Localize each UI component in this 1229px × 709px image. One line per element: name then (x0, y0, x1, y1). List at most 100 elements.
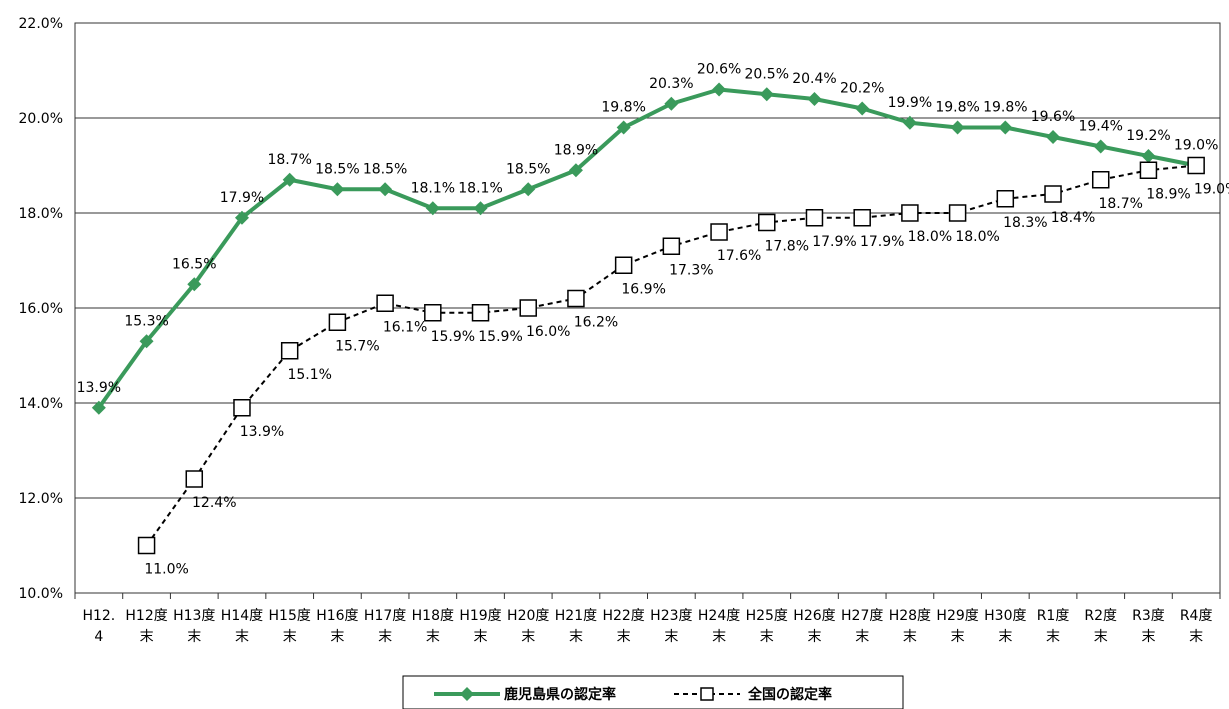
kagoshima-data-label: 16.5% (172, 256, 216, 272)
national-marker (567, 289, 585, 308)
national-data-label: 18.3% (1003, 215, 1047, 231)
national-marker (853, 209, 871, 227)
kagoshima-data-label: 20.4% (792, 71, 836, 87)
x-tick-label: R1度末 (1037, 608, 1070, 645)
national-marker (948, 204, 967, 222)
national-marker (805, 209, 824, 227)
y-tick-label: 20.0% (19, 111, 63, 127)
national-data-label: 17.6% (717, 248, 761, 264)
kagoshima-marker (759, 87, 774, 102)
national-data-label: 16.2% (574, 315, 618, 331)
kagoshima-marker (712, 82, 727, 97)
x-tick-label: H25度末 (746, 608, 788, 645)
kagoshima-marker (568, 163, 583, 178)
kagoshima-marker (807, 92, 822, 106)
national-data-label: 18.0% (955, 229, 999, 245)
x-tick-label: H15度末 (269, 608, 311, 645)
national-marker (280, 342, 299, 360)
x-tick-label: R4度末 (1180, 608, 1213, 645)
legend-label-national: 全国の認定率 (747, 686, 832, 703)
national-data-label: 16.1% (383, 319, 427, 335)
kagoshima-marker (330, 182, 345, 197)
y-tick-label: 18.0% (19, 206, 63, 222)
national-data-label: 16.0% (526, 324, 570, 340)
national-marker (710, 223, 728, 241)
national-marker (519, 299, 537, 317)
national-data-label: 15.9% (478, 329, 522, 345)
y-tick-label: 14.0% (19, 396, 63, 412)
x-tick-label: H26度末 (793, 608, 835, 645)
kagoshima-marker (616, 120, 631, 135)
y-tick-label: 16.0% (19, 301, 63, 317)
national-data-label: 16.9% (621, 281, 665, 297)
x-tick-label: H12. 4 (82, 608, 115, 645)
national-marker (185, 470, 204, 488)
y-tick-label: 22.0% (19, 16, 63, 32)
national-data-label: 15.9% (431, 329, 475, 345)
national-data-label: 17.8% (765, 239, 809, 255)
national-marker (758, 213, 776, 232)
national-marker (1139, 161, 1158, 179)
national-marker (1187, 156, 1205, 175)
national-marker (1044, 185, 1062, 203)
kagoshima-data-label: 18.5% (506, 161, 550, 177)
kagoshima-data-label: 19.4% (1078, 119, 1122, 135)
x-tick-label: H20度末 (507, 608, 549, 645)
kagoshima-data-label: 20.3% (649, 76, 693, 92)
y-axis-ticks: 10.0% 12.0% 14.0% 16.0% 18.0% 20.0% 22.0% (19, 16, 63, 602)
legend: 鹿児島県の認定率 全国の認定率 (402, 675, 904, 709)
kagoshima-marker (425, 201, 440, 216)
national-data-label: 18.4% (1051, 210, 1095, 226)
national-marker (1091, 171, 1110, 189)
kagoshima-data-label: 13.9% (77, 380, 121, 396)
national-data-label: 19.0% (1194, 182, 1229, 198)
kagoshima-marker (1093, 139, 1108, 154)
national-marker (137, 536, 156, 555)
kagoshima-marker (521, 182, 536, 197)
x-tick-label: H29度末 (936, 608, 978, 645)
national-data-label: 18.7% (1098, 196, 1142, 212)
x-tick-label: H13度末 (173, 608, 215, 645)
national-marker (471, 304, 490, 322)
kagoshima-data-label: 20.2% (840, 81, 884, 97)
national-marker (424, 304, 442, 322)
national-data-label: 17.9% (860, 234, 904, 250)
national-marker (662, 237, 681, 255)
x-tick-label: H16度末 (316, 608, 358, 645)
x-tick-label: H17度末 (364, 608, 406, 645)
kagoshima-marker (664, 96, 679, 111)
kagoshima-marker (139, 334, 154, 349)
x-tick-label: H12度末 (125, 608, 167, 645)
x-tick-label: R2度末 (1084, 608, 1117, 645)
y-tick-label: 10.0% (19, 586, 63, 602)
kagoshima-data-label: 19.6% (1031, 109, 1075, 125)
kagoshima-marker (91, 400, 106, 415)
national-marker (233, 399, 251, 417)
kagoshima-data-label: 20.6% (697, 62, 741, 78)
national-data-label: 15.7% (335, 338, 379, 354)
kagoshima-data-label: 17.9% (220, 190, 264, 206)
kagoshima-data-label: 19.8% (601, 100, 645, 116)
x-tick-label: H28度末 (889, 608, 931, 645)
kagoshima-data-label: 15.3% (124, 313, 168, 329)
series-markers (91, 82, 1205, 555)
kagoshima-data-label: 18.5% (315, 161, 359, 177)
kagoshima-marker (187, 277, 202, 292)
x-tick-label: H21度末 (555, 608, 597, 645)
national-marker (996, 190, 1015, 208)
national-data-label: 18.0% (908, 229, 952, 245)
x-tick-label: H23度末 (650, 608, 692, 645)
national-data-label: 11.0% (144, 562, 188, 578)
national-marker (614, 256, 633, 274)
national-data-label: 15.1% (287, 367, 331, 383)
national-data-label: 18.9% (1146, 186, 1190, 202)
x-tick-label: H27度末 (841, 608, 883, 645)
series-line-kagoshima (97, 87, 1197, 409)
kagoshima-data-label: 19.2% (1126, 128, 1170, 144)
kagoshima-marker (855, 101, 870, 116)
national-marker (901, 204, 919, 222)
legend-label-kagoshima: 鹿児島県の認定率 (503, 686, 616, 703)
kagoshima-data-label: 19.9% (888, 95, 932, 111)
x-axis-ticks: H12. 4 H12度末H13度末H14度末H15度末H16度末H17度末H18度末… (74, 593, 1221, 645)
